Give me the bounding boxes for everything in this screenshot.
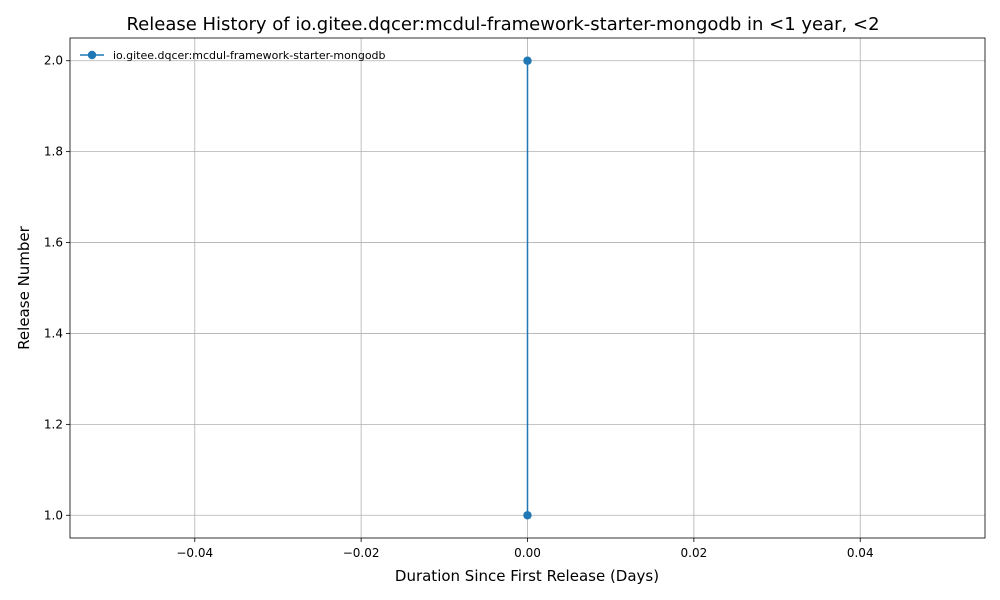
x-tick-label: 0.00	[514, 546, 541, 560]
y-tick-label: 1.8	[44, 145, 63, 159]
y-tick-label: 1.2	[44, 417, 63, 431]
x-axis-ticks: −0.04 −0.02 0.00 0.02 0.04	[176, 538, 874, 560]
legend: io.gitee.dqcer:mcdul-framework-starter-m…	[80, 49, 386, 62]
y-tick-label: 1.4	[44, 326, 63, 340]
y-tick-label: 2.0	[44, 54, 63, 68]
legend-label: io.gitee.dqcer:mcdul-framework-starter-m…	[113, 49, 386, 62]
legend-marker	[87, 50, 97, 60]
x-tick-label: −0.02	[343, 546, 380, 560]
y-axis-ticks: 1.0 1.2 1.4 1.6 1.8 2.0	[44, 54, 70, 522]
x-tick-label: 0.02	[681, 546, 708, 560]
x-tick-label: −0.04	[176, 546, 213, 560]
series-layer	[523, 56, 532, 520]
y-tick-label: 1.6	[44, 236, 63, 250]
data-point	[523, 56, 532, 65]
y-tick-label: 1.0	[44, 508, 63, 522]
y-axis-label: Release Number	[15, 225, 33, 349]
x-tick-label: 0.04	[847, 546, 874, 560]
data-point	[523, 511, 532, 520]
x-axis-label: Duration Since First Release (Days)	[395, 567, 659, 585]
chart-title: Release History of io.gitee.dqcer:mcdul-…	[126, 14, 879, 35]
